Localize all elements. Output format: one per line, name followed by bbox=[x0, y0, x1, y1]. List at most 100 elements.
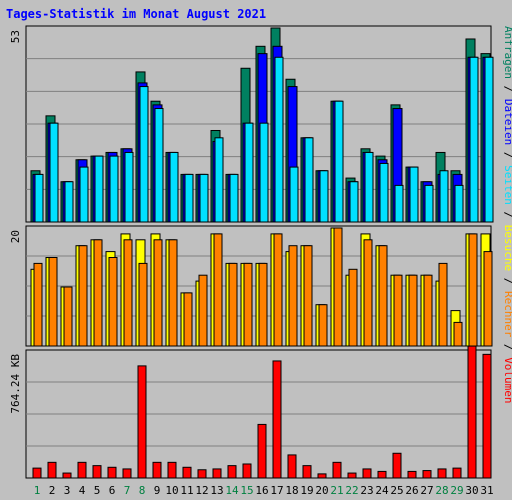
bar-volumen-day-28 bbox=[437, 468, 447, 479]
x-tick-label: 1 bbox=[34, 484, 41, 497]
bar-volumen-day-2 bbox=[47, 461, 57, 479]
x-tick-label: 14 bbox=[225, 484, 239, 497]
bar-rechner-day-29 bbox=[453, 321, 463, 347]
bar-rechner-day-21 bbox=[333, 227, 343, 347]
bar-seiten-day-19 bbox=[304, 137, 314, 223]
legend-seiten: Seiten bbox=[502, 165, 512, 205]
bar-volumen-day-18 bbox=[287, 454, 297, 479]
bar-volumen-day-26 bbox=[407, 470, 417, 479]
bar-rechner-day-11 bbox=[183, 292, 193, 347]
bar-seiten-day-23 bbox=[364, 151, 374, 223]
bar-volumen-day-23 bbox=[362, 468, 372, 479]
x-tick-label: 17 bbox=[270, 484, 283, 497]
bar-rechner-day-28 bbox=[438, 262, 448, 347]
bar-seiten-day-6 bbox=[109, 155, 119, 223]
bar-rechner-day-25 bbox=[393, 274, 403, 347]
bar-volumen-day-30 bbox=[467, 345, 477, 479]
x-tick-label: 22 bbox=[345, 484, 358, 497]
bar-rechner-day-7 bbox=[123, 239, 133, 347]
bar-rechner-day-30 bbox=[468, 233, 478, 347]
bar-rechner-day-9 bbox=[153, 239, 163, 347]
bar-rechner-day-26 bbox=[408, 274, 418, 347]
bar-volumen-day-27 bbox=[422, 470, 432, 479]
right-legend: Anfragen / Dateien / Seiten / Besuche / … bbox=[502, 26, 512, 404]
panel-volume: 764.24 KB bbox=[9, 345, 492, 479]
bar-rechner-day-16 bbox=[258, 262, 268, 347]
legend-volumen: Volumen bbox=[502, 357, 512, 403]
y-max-label: 764.24 KB bbox=[9, 354, 22, 414]
x-tick-label: 2 bbox=[49, 484, 56, 497]
legend-separator: / bbox=[502, 79, 512, 99]
bar-seiten-day-18 bbox=[289, 166, 299, 223]
bar-volumen-day-8 bbox=[137, 365, 147, 479]
bar-volumen-day-22 bbox=[347, 472, 357, 479]
bar-seiten-day-11 bbox=[184, 173, 194, 223]
bar-seiten-day-14 bbox=[229, 173, 239, 223]
bar-seiten-day-3 bbox=[64, 181, 74, 223]
bar-volumen-day-31 bbox=[482, 353, 492, 479]
bar-volumen-day-10 bbox=[167, 461, 177, 479]
bar-volumen-day-24 bbox=[377, 470, 387, 479]
bar-seiten-day-2 bbox=[49, 122, 59, 223]
bar-rechner-day-22 bbox=[348, 268, 358, 347]
bar-seiten-day-8 bbox=[139, 86, 149, 223]
x-tick-label: 15 bbox=[240, 484, 253, 497]
panel-hits: 53 bbox=[9, 25, 494, 223]
bar-volumen-day-12 bbox=[197, 469, 207, 479]
bar-seiten-day-25 bbox=[394, 184, 404, 223]
bar-rechner-day-15 bbox=[243, 262, 253, 347]
bar-volumen-day-20 bbox=[317, 473, 327, 479]
bar-seiten-day-28 bbox=[439, 170, 449, 223]
legend-separator: / bbox=[502, 271, 512, 291]
bar-volumen-day-7 bbox=[122, 468, 132, 479]
x-tick-label: 3 bbox=[64, 484, 71, 497]
bar-volumen-day-11 bbox=[182, 466, 192, 479]
bar-volumen-day-14 bbox=[227, 465, 237, 479]
bar-volumen-day-17 bbox=[272, 360, 282, 479]
x-tick-label: 12 bbox=[195, 484, 208, 497]
bar-rechner-day-2 bbox=[48, 257, 58, 347]
bar-seiten-day-15 bbox=[244, 122, 254, 223]
bar-volumen-day-4 bbox=[77, 461, 87, 479]
bar-volumen-day-25 bbox=[392, 452, 402, 479]
bar-seiten-day-30 bbox=[469, 56, 479, 223]
bar-volumen-day-9 bbox=[152, 461, 162, 479]
bar-rechner-day-10 bbox=[168, 239, 178, 347]
x-axis-day-labels: 1 2 3 4 5 6 7 8 9 10 11 12 13 14 15 16 17 18 19 20 21 22 23 24 2… bbox=[34, 484, 494, 497]
bar-seiten-day-31 bbox=[484, 56, 494, 223]
x-tick-label: 6 bbox=[109, 484, 116, 497]
bar-volumen-day-21 bbox=[332, 461, 342, 479]
x-tick-label: 20 bbox=[315, 484, 328, 497]
bar-volumen-day-16 bbox=[257, 423, 267, 479]
x-tick-label: 10 bbox=[165, 484, 178, 497]
legend-separator: / bbox=[502, 145, 512, 165]
panel-visits: 20 bbox=[9, 225, 493, 347]
bar-seiten-day-24 bbox=[379, 162, 389, 223]
x-tick-label: 31 bbox=[480, 484, 493, 497]
bar-seiten-day-4 bbox=[79, 166, 89, 223]
bar-rechner-day-19 bbox=[303, 245, 313, 347]
bar-volumen-day-6 bbox=[107, 466, 117, 479]
y-max-label: 20 bbox=[9, 230, 22, 243]
bar-volumen-day-1 bbox=[32, 467, 42, 479]
x-tick-label: 19 bbox=[300, 484, 313, 497]
bar-rechner-day-6 bbox=[108, 257, 118, 347]
x-tick-label: 26 bbox=[405, 484, 418, 497]
bar-rechner-day-24 bbox=[378, 245, 388, 347]
bar-rechner-day-23 bbox=[363, 239, 373, 347]
legend-text: Anfragen / Dateien / Seiten / Besuche / … bbox=[502, 26, 512, 404]
x-tick-label: 30 bbox=[465, 484, 478, 497]
legend-separator: / bbox=[502, 337, 512, 357]
bar-volumen-day-19 bbox=[302, 465, 312, 479]
x-tick-label: 23 bbox=[360, 484, 373, 497]
bar-seiten-day-12 bbox=[199, 173, 209, 223]
bar-volumen-day-29 bbox=[452, 467, 462, 479]
bar-seiten-day-26 bbox=[409, 166, 419, 223]
bar-seiten-day-1 bbox=[34, 173, 44, 223]
bar-volumen-day-15 bbox=[242, 463, 252, 479]
bar-seiten-day-9 bbox=[154, 108, 164, 223]
bar-rechner-day-4 bbox=[78, 245, 88, 347]
legend-rechner: Rechner bbox=[502, 291, 512, 338]
legend-besuche: Besuche bbox=[502, 225, 512, 271]
